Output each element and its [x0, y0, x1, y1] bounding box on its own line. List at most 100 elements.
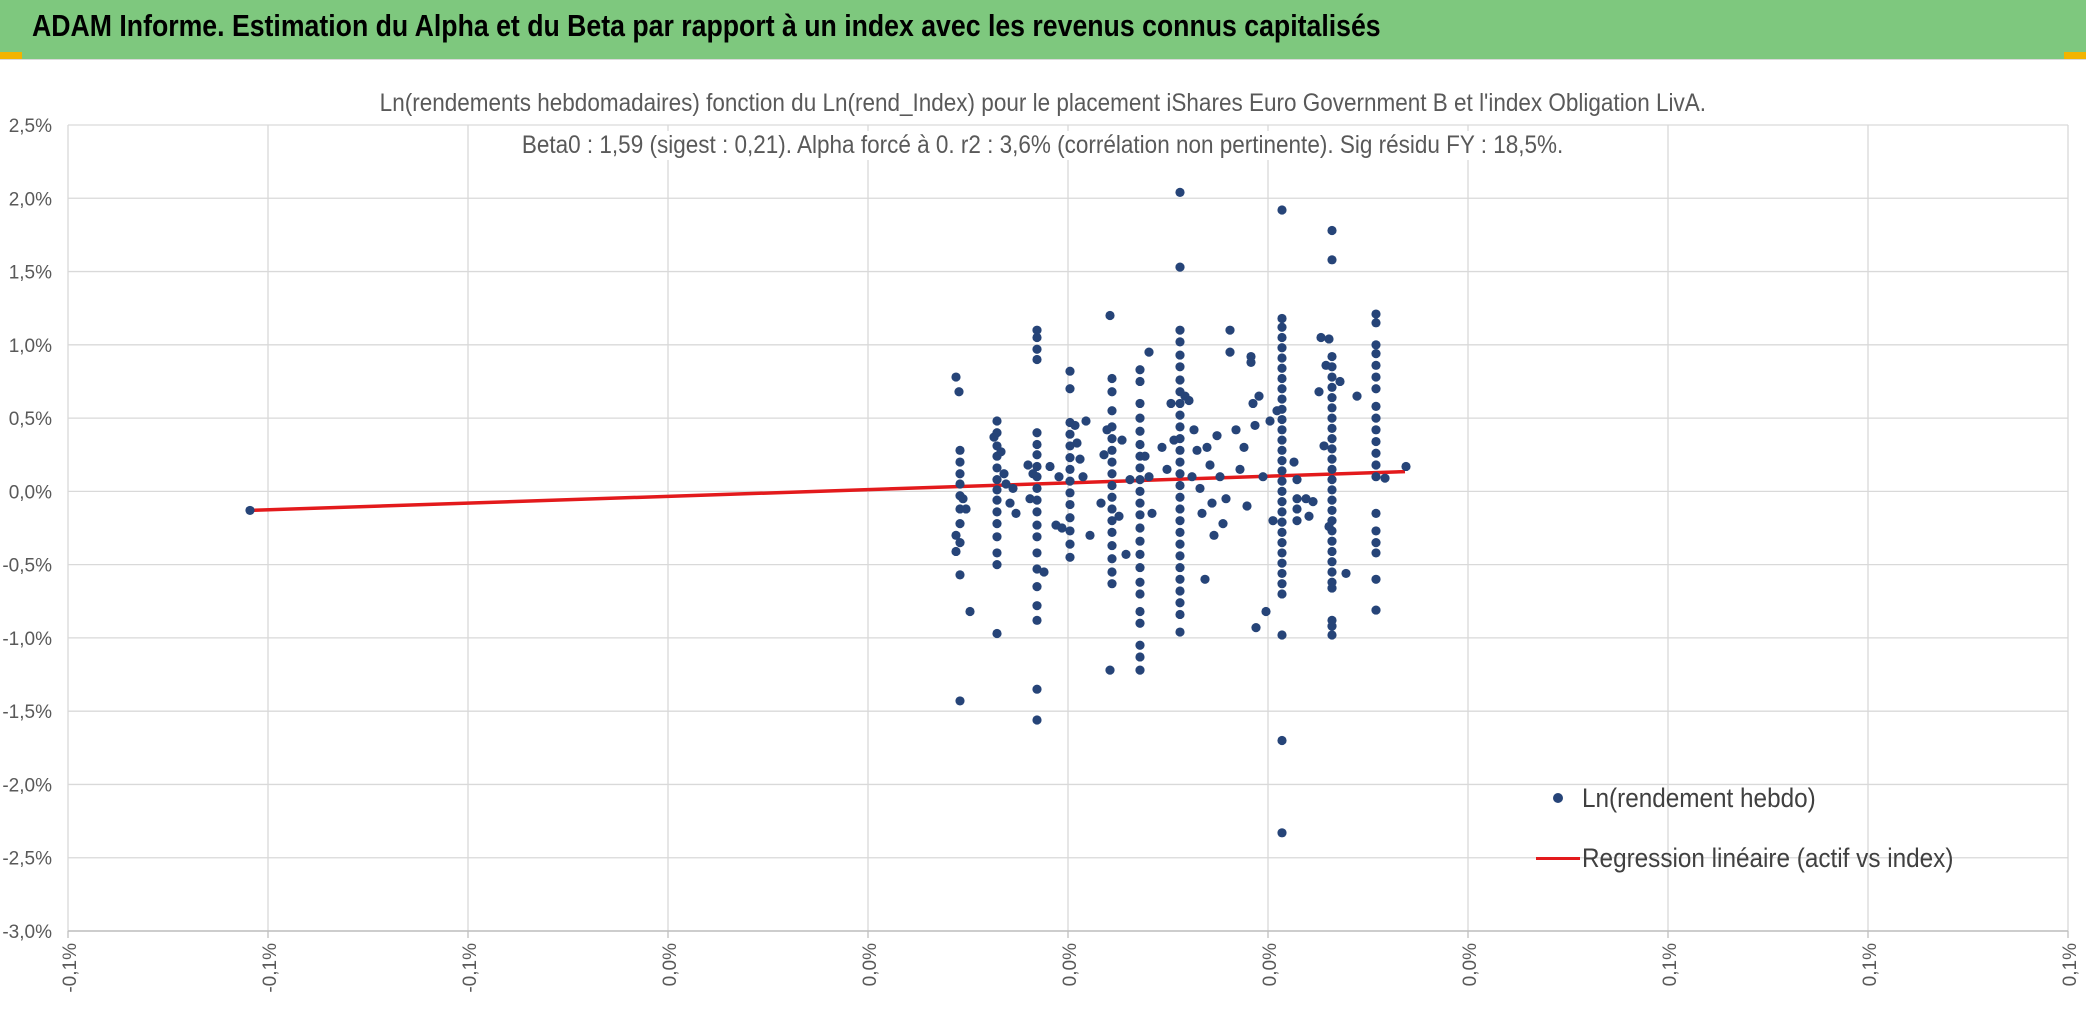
data-point — [992, 463, 1002, 473]
data-point — [1277, 322, 1287, 332]
data-point — [1032, 684, 1042, 694]
data-point — [1096, 498, 1106, 508]
y-tick-label: -2,5% — [2, 849, 52, 870]
data-point — [1277, 205, 1287, 215]
data-point — [1135, 549, 1145, 559]
data-point — [1032, 615, 1042, 625]
data-point — [1371, 384, 1381, 394]
data-point — [955, 538, 965, 548]
data-point — [1265, 416, 1275, 426]
data-point — [1008, 483, 1018, 494]
data-point — [1215, 472, 1225, 482]
data-point — [1205, 460, 1215, 470]
data-point — [1135, 475, 1145, 485]
data-point — [1085, 530, 1095, 540]
data-point — [1292, 504, 1302, 514]
data-point — [1277, 507, 1287, 517]
data-point — [1225, 325, 1235, 335]
data-point — [1175, 539, 1185, 549]
data-point — [1175, 445, 1185, 455]
data-point — [1371, 526, 1381, 536]
data-point — [1277, 538, 1287, 548]
legend-dot-icon — [1536, 793, 1580, 803]
data-point — [1371, 413, 1381, 423]
x-tick-label: 0,1% — [2060, 943, 2081, 986]
data-point — [1371, 448, 1381, 458]
data-point — [1175, 262, 1185, 272]
data-point — [1135, 439, 1145, 450]
data-point — [1175, 586, 1185, 596]
data-point — [1023, 460, 1033, 470]
data-point — [1327, 372, 1337, 382]
chart-title-line-1-text: Ln(rendements hebdomadaires) fonction du… — [374, 89, 1712, 118]
data-point — [1175, 516, 1185, 526]
data-point — [1032, 507, 1042, 517]
data-point — [1371, 318, 1381, 328]
data-point — [1032, 332, 1042, 343]
data-point — [1032, 428, 1042, 438]
data-point — [1032, 439, 1042, 450]
data-point — [955, 469, 965, 479]
data-point — [1250, 420, 1260, 431]
data-point — [1175, 598, 1185, 608]
data-point — [1175, 527, 1185, 537]
data-point — [1341, 568, 1351, 579]
data-point — [1327, 423, 1337, 433]
data-point — [1277, 466, 1287, 476]
data-point — [1327, 444, 1337, 454]
data-point — [1175, 325, 1185, 335]
chart-title-line-2: Beta0 : 1,59 (sigest : 0,21). Alpha forc… — [0, 131, 2086, 160]
data-point — [992, 532, 1002, 542]
data-point — [992, 475, 1002, 485]
data-point — [1254, 391, 1264, 401]
data-point — [1107, 567, 1117, 577]
x-tick-label: 0,1% — [1860, 943, 1881, 986]
data-point — [1327, 464, 1337, 474]
scatter-series — [245, 187, 1411, 838]
x-tick-label: 0,0% — [1060, 943, 1081, 986]
data-point — [1135, 498, 1145, 508]
x-tick-label: -0,1% — [460, 943, 481, 993]
data-point — [1107, 373, 1117, 384]
data-point — [1032, 472, 1042, 482]
data-point — [1207, 498, 1217, 508]
data-point — [1218, 519, 1228, 529]
data-point — [1065, 453, 1075, 463]
data-point — [955, 457, 965, 467]
chart-axes — [67, 930, 2069, 938]
data-point — [1292, 494, 1302, 504]
data-point — [1135, 536, 1145, 546]
data-point — [1301, 494, 1311, 504]
data-point — [1107, 540, 1117, 551]
data-point — [1175, 492, 1185, 502]
data-point — [1371, 401, 1381, 411]
data-point — [1107, 480, 1117, 491]
data-point — [1135, 376, 1145, 387]
data-point — [1327, 495, 1337, 505]
data-point — [1327, 567, 1337, 577]
data-point — [1025, 494, 1035, 504]
data-point — [1039, 567, 1049, 577]
data-point — [1277, 630, 1287, 640]
data-point — [1327, 382, 1337, 392]
data-point — [1045, 461, 1055, 472]
data-point — [1175, 337, 1185, 347]
data-point — [1065, 366, 1075, 376]
y-tick-label: -3,0% — [2, 922, 52, 943]
data-point — [1277, 589, 1287, 599]
data-point — [1065, 384, 1075, 394]
data-point — [1166, 398, 1176, 409]
data-point — [1371, 508, 1381, 518]
data-point — [1135, 665, 1145, 675]
data-point — [951, 372, 961, 382]
x-tick-label: -0,1% — [260, 943, 281, 993]
report-title: ADAM Informe. Estimation du Alpha et du … — [32, 8, 1381, 43]
data-point — [1065, 464, 1075, 474]
data-point — [1175, 457, 1185, 467]
data-point — [1327, 630, 1337, 640]
data-point — [1175, 480, 1185, 491]
data-point — [1032, 495, 1042, 505]
data-point — [1135, 562, 1145, 573]
data-point — [1175, 551, 1185, 561]
data-point — [1371, 425, 1381, 435]
